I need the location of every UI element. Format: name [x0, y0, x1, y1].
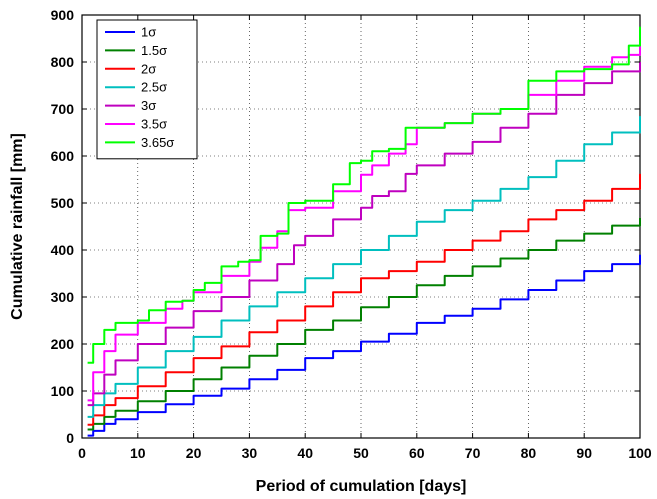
- series-line-5: [87, 62, 641, 407]
- legend-label: 3σ: [141, 98, 156, 113]
- series-group: [87, 26, 641, 437]
- legend-label: 1σ: [141, 25, 156, 40]
- y-tick-label: 100: [51, 383, 75, 399]
- series-line-4: [87, 116, 641, 418]
- x-tick-label: 80: [521, 445, 537, 461]
- series-line-7: [87, 26, 641, 364]
- legend-label: 3.5σ: [141, 117, 167, 132]
- series-line-3: [87, 173, 641, 426]
- y-tick-label: 500: [51, 195, 75, 211]
- y-tick-label: 300: [51, 289, 75, 305]
- x-tick-label: 30: [242, 445, 258, 461]
- axis-ticks: 0 10 20 30 40 50 60 70 80 90 100 0 100 200 300 400 500 60…: [51, 7, 652, 461]
- y-tick-label: 400: [51, 242, 75, 258]
- y-axis-title: Cumulative rainfall [mm]: [9, 133, 26, 320]
- legend: 1σ 1.5σ 2σ 2.5σ 3σ 3.5σ 3.65σ: [96, 19, 198, 160]
- legend-label: 1.5σ: [141, 43, 167, 58]
- legend-box: [96, 19, 198, 160]
- x-tick-label: 10: [130, 445, 146, 461]
- legend-label: 2σ: [141, 61, 156, 76]
- y-tick-label: 200: [51, 336, 75, 352]
- x-tick-label: 60: [409, 445, 425, 461]
- legend-label: 3.65σ: [141, 135, 174, 150]
- x-tick-label: 50: [353, 445, 369, 461]
- y-tick-label: 700: [51, 101, 75, 117]
- x-tick-label: 0: [78, 445, 86, 461]
- y-tick-label: 600: [51, 148, 75, 164]
- x-tick-label: 20: [186, 445, 202, 461]
- x-tick-label: 40: [297, 445, 313, 461]
- y-tick-label: 800: [51, 54, 75, 70]
- series-line-1: [87, 254, 641, 437]
- x-tick-label: 90: [576, 445, 592, 461]
- legend-label: 2.5σ: [141, 80, 167, 95]
- series-line-2: [87, 218, 641, 431]
- x-axis-title: Period of cumulation [days]: [256, 478, 467, 495]
- x-tick-label: 70: [465, 445, 481, 461]
- x-tick-label: 100: [628, 445, 652, 461]
- y-tick-label: 0: [66, 430, 74, 446]
- y-tick-label: 900: [51, 7, 75, 23]
